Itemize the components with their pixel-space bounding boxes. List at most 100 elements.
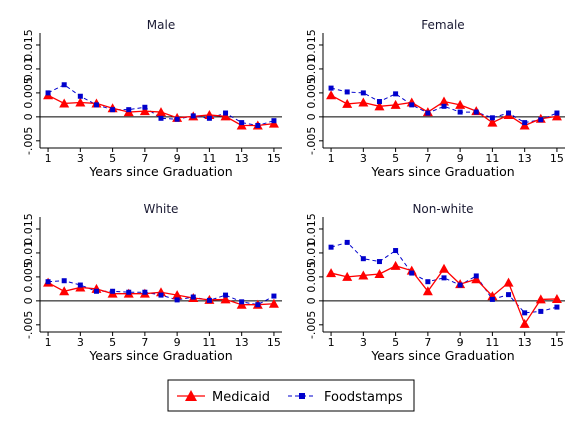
y-tick-label: 0 — [22, 297, 35, 304]
foodstamps-line — [47, 84, 275, 126]
y-tick-label: 0.01 — [22, 57, 35, 82]
y-tick-label: -.005 — [22, 127, 35, 155]
foodstamps-point — [142, 289, 148, 295]
y-tick-label: 0.005 — [22, 77, 35, 109]
foodstamps-point — [522, 310, 528, 316]
x-tick-label: 15 — [550, 152, 564, 165]
foodstamps-point — [223, 110, 229, 116]
foodstamps-point — [360, 90, 366, 96]
foodstamps-point — [473, 109, 479, 115]
foodstamps-point — [376, 99, 382, 105]
x-tick-label: 11 — [485, 336, 499, 349]
x-tick-label: 9 — [174, 152, 181, 165]
medicaid-point — [551, 293, 562, 303]
foodstamps-point — [522, 120, 528, 126]
y-tick-label: 0 — [305, 297, 318, 304]
legend-medicaid-marker — [185, 390, 197, 401]
foodstamps-point — [206, 115, 212, 121]
x-tick-label: 1 — [45, 152, 52, 165]
x-tick-label: 11 — [202, 336, 216, 349]
x-tick-label: 13 — [235, 152, 249, 165]
y-tick-label: 0.01 — [305, 241, 318, 266]
foodstamps-point — [489, 115, 495, 121]
x-tick-label: 15 — [267, 152, 281, 165]
foodstamps-point — [328, 244, 334, 250]
x-tick-label: 3 — [360, 336, 367, 349]
foodstamps-point — [425, 110, 431, 116]
medicaid-point — [374, 269, 385, 279]
panel-title: Non-white — [412, 202, 473, 216]
medicaid-point — [139, 106, 150, 116]
x-tick-label: 3 — [77, 336, 84, 349]
y-tick-label: -.005 — [305, 127, 318, 155]
y-tick-label: 0.005 — [305, 77, 318, 109]
panel-title: White — [144, 202, 179, 216]
foodstamps-point — [457, 282, 463, 288]
medicaid-point — [59, 98, 70, 108]
medicaid-point — [342, 271, 353, 281]
foodstamps-point — [376, 259, 382, 265]
foodstamps-point — [126, 107, 132, 113]
x-tick-label: 5 — [392, 336, 399, 349]
y-tick-label: 0.015 — [22, 29, 35, 61]
foodstamps-point — [409, 102, 415, 108]
foodstamps-point — [393, 248, 399, 254]
x-tick-label: 11 — [485, 152, 499, 165]
foodstamps-point — [45, 90, 51, 96]
foodstamps-point — [409, 270, 415, 276]
legend-medicaid-label: Medicaid — [212, 390, 270, 405]
foodstamps-point — [506, 292, 512, 298]
medicaid-point — [455, 99, 466, 109]
x-axis-label: Years since Graduation — [88, 164, 232, 179]
foodstamps-point — [110, 288, 116, 294]
foodstamps-point — [61, 278, 67, 284]
y-tick-label: 0.01 — [22, 241, 35, 266]
foodstamps-point — [45, 279, 51, 285]
x-tick-label: 9 — [457, 336, 464, 349]
x-tick-label: 11 — [202, 152, 216, 165]
medicaid-point — [342, 98, 353, 108]
foodstamps-point — [77, 93, 83, 99]
medicaid-point — [503, 277, 514, 287]
foodstamps-point — [441, 103, 447, 109]
y-tick-label: 0 — [305, 113, 318, 120]
x-tick-label: 13 — [235, 336, 249, 349]
foodstamps-point — [271, 118, 277, 124]
x-tick-label: 5 — [109, 336, 116, 349]
foodstamps-point — [425, 279, 431, 285]
x-axis-label: Years since Graduation — [88, 348, 232, 363]
foodstamps-point — [126, 289, 132, 295]
x-tick-label: 13 — [518, 152, 532, 165]
foodstamps-point — [554, 304, 560, 310]
foodstamps-point — [255, 302, 261, 308]
foodstamps-point — [239, 120, 245, 126]
x-tick-label: 9 — [174, 336, 181, 349]
foodstamps-point — [441, 275, 447, 281]
x-tick-label: 1 — [328, 152, 335, 165]
x-tick-label: 7 — [424, 336, 431, 349]
foodstamps-point — [538, 117, 544, 123]
medicaid-point — [358, 97, 369, 107]
foodstamps-point — [271, 293, 277, 299]
medicaid-point — [358, 270, 369, 280]
medicaid-point — [551, 111, 562, 121]
x-tick-label: 5 — [392, 152, 399, 165]
y-tick-label: 0.005 — [22, 261, 35, 293]
foodstamps-point — [158, 292, 164, 298]
foodstamps-point — [255, 122, 261, 128]
medicaid-point — [374, 101, 385, 111]
medicaid-point — [390, 260, 401, 270]
foodstamps-point — [473, 273, 479, 279]
medicaid-point — [268, 298, 279, 308]
x-tick-label: 9 — [457, 152, 464, 165]
foodstamps-point — [77, 282, 83, 288]
x-tick-label: 7 — [141, 336, 148, 349]
foodstamps-point — [110, 107, 116, 113]
legend-foodstamps-label: Foodstamps — [324, 390, 403, 405]
medicaid-point — [75, 97, 86, 107]
